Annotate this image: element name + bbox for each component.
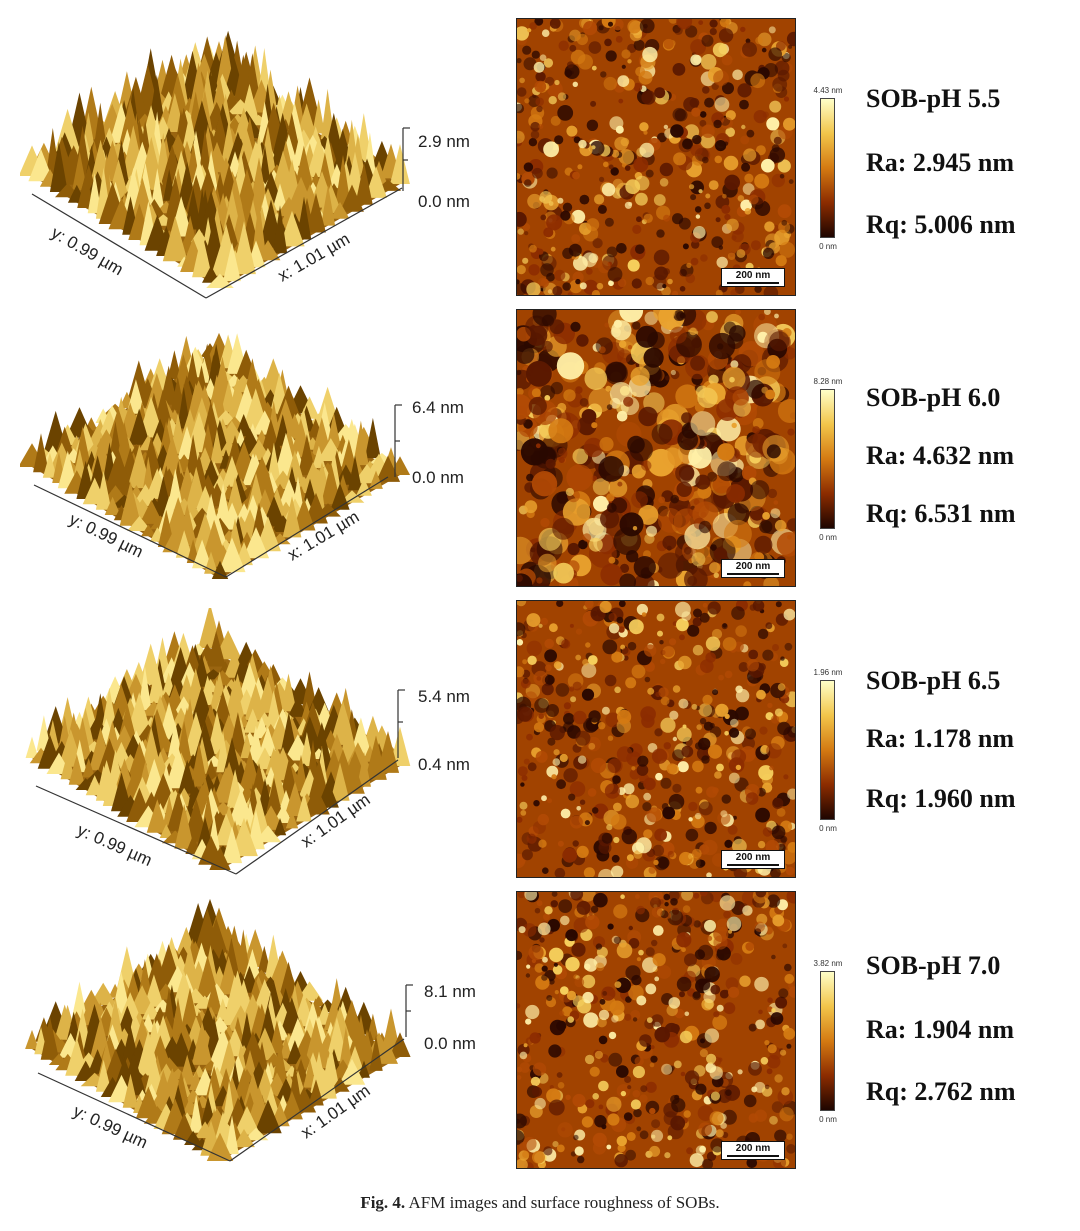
surface-peaks (25, 899, 411, 1161)
afm-3d-surface: 2.9 nm 0.0 nm y: 0.99 µm x: 1.01 µm (20, 26, 490, 306)
color-scale-bar: 3.82 nm 0 nm (806, 959, 850, 1129)
sample-name: SOB-pH 6.0 (866, 383, 1001, 412)
height-map-texture (517, 892, 795, 1168)
height-map-texture (517, 601, 795, 877)
color-gradient (820, 98, 835, 238)
roughness-stats: SOB-pH 6.0 Ra: 4.632 nm Rq: 6.531 nm (866, 309, 1076, 585)
color-scale-bar: 4.43 nm 0 nm (806, 86, 850, 256)
height-map-texture (517, 310, 795, 586)
z-min-label: 0.4 nm (418, 755, 470, 774)
afm-height-map: 200 nm (516, 891, 796, 1169)
surface-3d-plot: 6.4 nm 0.0 nm y: 0.99 µm x: 1.01 µm (20, 332, 464, 579)
cbar-max-label: 4.43 nm (813, 86, 843, 95)
z-max-label: 2.9 nm (418, 132, 470, 151)
color-scale-bar: 1.96 nm 0 nm (806, 668, 850, 838)
roughness-stats: SOB-pH 6.5 Ra: 1.178 nm Rq: 1.960 nm (866, 600, 1076, 876)
ra-value: Ra: 2.945 nm (866, 148, 1015, 177)
sample-name: SOB-pH 5.5 (866, 84, 1001, 113)
z-max-label: 5.4 nm (418, 687, 470, 706)
panel-row-2: 6.4 nm 0.0 nm y: 0.99 µm x: 1.01 µm 200 … (0, 309, 1080, 599)
scale-bar: 200 nm (721, 559, 785, 578)
roughness-stats: SOB-pH 7.0 Ra: 1.904 nm Rq: 2.762 nm (866, 891, 1076, 1167)
afm-height-map: 200 nm (516, 600, 796, 878)
z-max-label: 8.1 nm (424, 982, 476, 1001)
height-map-texture (517, 19, 795, 295)
color-gradient (820, 680, 835, 820)
afm-3d-surface: 5.4 nm 0.4 nm y: 0.99 µm x: 1.01 µm (20, 608, 490, 888)
y-axis-label: y: 0.99 µm (48, 223, 127, 279)
panel-row-1: 2.9 nm 0.0 nm y: 0.99 µm x: 1.01 µm 200 … (0, 18, 1080, 308)
scale-bar-label: 200 nm (735, 561, 771, 572)
panel-row-3: 5.4 nm 0.4 nm y: 0.99 µm x: 1.01 µm 200 … (0, 600, 1080, 890)
caption-text: AFM images and surface roughness of SOBs… (408, 1193, 720, 1212)
rq-value: Rq: 2.762 nm (866, 1077, 1016, 1106)
afm-3d-surface: 6.4 nm 0.0 nm y: 0.99 µm x: 1.01 µm (20, 317, 490, 597)
scale-bar-label: 200 nm (735, 270, 771, 281)
afm-3d-surface: 8.1 nm 0.0 nm y: 0.99 µm x: 1.01 µm (20, 899, 490, 1179)
surface-peaks (20, 30, 410, 288)
sample-name: SOB-pH 7.0 (866, 951, 1001, 980)
ra-value: Ra: 1.904 nm (866, 1015, 1015, 1044)
sample-name: SOB-pH 6.5 (866, 666, 1001, 695)
y-axis-label: y: 0.99 µm (74, 820, 155, 870)
cbar-max-label: 3.82 nm (813, 959, 843, 968)
afm-height-map: 200 nm (516, 18, 796, 296)
z-min-label: 0.0 nm (418, 192, 470, 211)
scale-bar: 200 nm (721, 1141, 785, 1160)
cbar-min-label: 0 nm (819, 533, 837, 542)
scale-bar: 200 nm (721, 268, 785, 287)
cbar-min-label: 0 nm (819, 1115, 837, 1124)
z-max-label: 6.4 nm (412, 398, 464, 417)
rq-value: Rq: 1.960 nm (866, 784, 1016, 813)
figure-caption: Fig. 4. AFM images and surface roughness… (0, 1193, 1080, 1213)
color-scale-bar: 8.28 nm 0 nm (806, 377, 850, 547)
surface-peaks (25, 608, 411, 870)
color-gradient (820, 971, 835, 1111)
panel-row-4: 8.1 nm 0.0 nm y: 0.99 µm x: 1.01 µm 200 … (0, 891, 1080, 1181)
z-min-label: 0.0 nm (412, 468, 464, 487)
z-min-label: 0.0 nm (424, 1034, 476, 1053)
caption-label: Fig. 4. (360, 1193, 406, 1212)
scale-bar-label: 200 nm (735, 852, 771, 863)
rq-value: Rq: 5.006 nm (866, 210, 1016, 239)
surface-3d-plot: 8.1 nm 0.0 nm y: 0.99 µm x: 1.01 µm (25, 899, 476, 1162)
scale-bar: 200 nm (721, 850, 785, 869)
cbar-max-label: 8.28 nm (813, 377, 843, 386)
color-gradient (820, 389, 835, 529)
rq-value: Rq: 6.531 nm (866, 499, 1016, 528)
cbar-min-label: 0 nm (819, 242, 837, 251)
afm-height-map: 200 nm (516, 309, 796, 587)
cbar-min-label: 0 nm (819, 824, 837, 833)
roughness-stats: SOB-pH 5.5 Ra: 2.945 nm Rq: 5.006 nm (866, 18, 1076, 294)
ra-value: Ra: 1.178 nm (866, 724, 1015, 753)
ra-value: Ra: 4.632 nm (866, 441, 1015, 470)
surface-3d-plot: 2.9 nm 0.0 nm y: 0.99 µm x: 1.01 µm (20, 30, 470, 299)
surface-peaks (20, 332, 411, 579)
surface-3d-plot: 5.4 nm 0.4 nm y: 0.99 µm x: 1.01 µm (25, 608, 470, 875)
cbar-max-label: 1.96 nm (813, 668, 843, 677)
scale-bar-label: 200 nm (735, 1143, 771, 1154)
